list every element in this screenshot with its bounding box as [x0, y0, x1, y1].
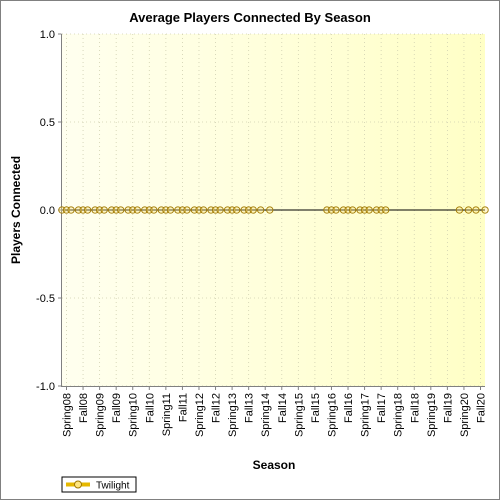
x-tick-label: Spring17 [360, 393, 372, 437]
x-tick-label: Fall09 [111, 393, 123, 423]
data-point-marker [348, 206, 357, 214]
data-point-marker [67, 206, 75, 214]
x-tick-label: Spring20 [459, 393, 471, 437]
data-point-marker [365, 206, 373, 214]
data-point-marker [249, 206, 257, 214]
data-point-marker [382, 206, 390, 214]
data-point-marker [199, 206, 208, 214]
data-point-marker [133, 206, 141, 214]
x-tick-label: Fall08 [78, 393, 90, 423]
x-tick-label: Fall14 [277, 393, 289, 423]
x-tick-label: Fall10 [144, 393, 156, 423]
data-point-marker [455, 206, 464, 214]
data-point-marker [183, 206, 191, 214]
x-tick-label: Fall18 [409, 393, 421, 423]
x-tick-label: Fall20 [476, 393, 488, 423]
x-tick-label: Spring14 [260, 393, 272, 437]
data-point-marker [100, 206, 108, 214]
x-tick-label: Spring10 [128, 393, 140, 437]
y-tick-labels: 1.0 0.5 0.0 -0.5 -1.0 [36, 29, 55, 393]
legend-swatch-marker [74, 480, 82, 489]
x-axis-label: Season [253, 458, 296, 472]
legend-box [61, 476, 137, 493]
x-tick-label: Fall12 [211, 393, 223, 423]
x-tick-label: Spring16 [326, 393, 338, 437]
data-point-marker [266, 206, 274, 214]
y-axis-label: Players Connected [9, 156, 23, 264]
series-twilight-markers [58, 206, 489, 214]
x-tick-label: Spring15 [293, 393, 305, 437]
y-tick-label: 0.0 [40, 205, 55, 217]
data-point-marker [216, 206, 224, 214]
x-tick-label: Spring19 [426, 393, 438, 437]
legend-label-twilight: Twilight [96, 481, 130, 492]
x-tick-label: Spring09 [95, 393, 107, 437]
x-tick-label: Spring18 [393, 393, 405, 437]
x-tick-label: Fall16 [343, 393, 355, 423]
data-point-marker [464, 206, 473, 214]
x-tick-labels: Spring08 Fall08 Spring09 Fall09 Spring10 Fall… [62, 393, 488, 437]
data-point-marker [150, 206, 158, 214]
y-tick-label: -1.0 [36, 381, 55, 393]
y-tick-label: -0.5 [36, 293, 55, 305]
x-tick-label: Fall19 [442, 393, 454, 423]
x-tick-label: Fall11 [177, 393, 189, 422]
x-tick-label: Spring12 [194, 393, 206, 437]
data-point-marker [472, 206, 480, 214]
y-tick-label: 1.0 [40, 29, 55, 41]
data-point-marker [257, 206, 265, 214]
x-tick-label: Spring08 [62, 393, 74, 437]
x-tick-label: Fall15 [310, 393, 322, 423]
data-point-marker [481, 206, 489, 214]
x-tick-label: Spring11 [161, 393, 173, 436]
data-point-marker [233, 206, 241, 214]
data-point-marker [83, 206, 92, 214]
x-tick-label: Spring13 [227, 393, 239, 437]
x-tick-label: Fall17 [376, 393, 388, 423]
chart-title: Average Players Connected By Season [129, 10, 371, 25]
legend: Twilight [61, 476, 137, 493]
x-tick-label: Fall13 [244, 393, 256, 423]
data-point-marker [166, 206, 175, 214]
data-point-marker [117, 206, 125, 214]
y-tick-label: 0.5 [40, 117, 55, 129]
data-point-marker [332, 206, 340, 214]
